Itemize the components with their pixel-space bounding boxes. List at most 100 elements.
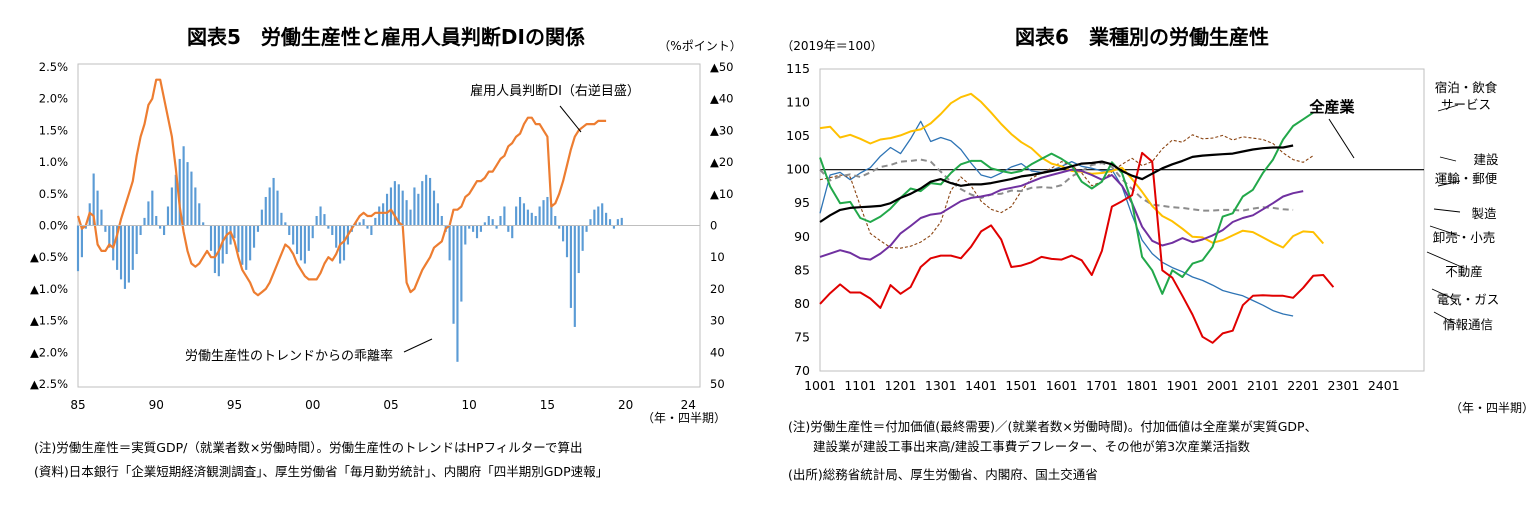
left-bar (413, 187, 416, 226)
left-bar (104, 225, 107, 232)
left-bar (593, 209, 596, 226)
left-bar (530, 212, 533, 226)
left-bar (432, 190, 436, 226)
left-bar (315, 215, 318, 226)
left-bar (573, 225, 576, 327)
left-note: (注)労働生産性＝実質GDP/（就業者数×労働時間）。労働生産性のトレンドはHP… (34, 440, 583, 455)
left-bar (585, 225, 588, 232)
left-bar (319, 206, 322, 226)
right-chart-svg: 図表6 業種別の労働生産性 （2019年＝100） 70 75 80 85 90 95 10… (781, 25, 1529, 415)
right-y-tick-label: 110 (786, 95, 810, 110)
left-bar (249, 225, 252, 261)
left-x-tick-label: 90 (149, 398, 164, 412)
left-bar (159, 225, 162, 229)
left-bar (436, 203, 439, 226)
left-bar (378, 206, 381, 226)
right-y-tick-label: ▲50 (710, 60, 733, 74)
right-y-tick-label: 115 (786, 61, 810, 76)
right-x-tick-label: 1901 (1166, 378, 1198, 393)
left-bar (162, 225, 166, 236)
left-bar (194, 187, 197, 226)
left-bar (495, 225, 498, 229)
right-x-tick-label: 1701 (1086, 378, 1118, 393)
right-chart-title: 図表6 業種別の労働生産性 (1015, 25, 1269, 49)
right-legend-leader (1433, 311, 1457, 325)
left-bar (335, 225, 338, 248)
left-di-leader (559, 105, 582, 133)
left-y-tick-label: 1.0% (39, 155, 68, 169)
left-bar (409, 209, 412, 226)
right-y-tick-label: 20 (710, 282, 725, 296)
left-bar (76, 225, 80, 272)
right-legend-label: 運輸・郵便 (1435, 171, 1498, 186)
right-x-axis: 1001 1101 1201 1301 1401 1501 1601 1701 1801 1901… (804, 378, 1400, 393)
left-bar (374, 217, 377, 226)
right-y-tick-label: 90 (794, 229, 810, 244)
left-bar (405, 200, 408, 226)
right-x-tick-label: 2401 (1368, 378, 1400, 393)
left-bar (393, 181, 396, 226)
left-bar (143, 217, 146, 226)
left-bars (76, 146, 623, 362)
left-bar (389, 187, 393, 226)
left-bar (542, 200, 545, 226)
right-y-tick-label: ▲40 (710, 92, 733, 106)
right-panel: 図表6 業種別の労働生産性 （2019年＝100） 70 75 80 85 90 95 10… (770, 0, 1529, 510)
left-bar (116, 225, 119, 270)
left-bar (331, 225, 334, 236)
left-bar (123, 225, 127, 289)
left-bar (460, 225, 463, 302)
left-bar (96, 190, 99, 226)
right-x-tick-label: 1201 (885, 378, 917, 393)
left-x-tick-label: 00 (305, 398, 320, 412)
right-legend-label: サービス (1441, 97, 1491, 112)
right-y-tick-label: ▲10 (710, 187, 733, 201)
left-bar (515, 206, 518, 226)
left-bar (307, 225, 310, 251)
left-bar (295, 225, 299, 255)
left-bar (84, 225, 87, 229)
left-bar (225, 225, 228, 255)
left-bar (401, 190, 404, 226)
right-legend-label: 製造 (1471, 206, 1497, 221)
right-x-tick-label: 2201 (1287, 378, 1319, 393)
left-bar (100, 209, 103, 226)
left-bar (233, 225, 236, 239)
right-x-axis-label: （年・四半期） (1450, 401, 1529, 415)
left-bar (417, 193, 420, 226)
right-legend-label: 宿泊・飲食 (1435, 80, 1498, 95)
left-bar (147, 201, 150, 226)
left-bar (284, 222, 287, 226)
left-y-tick-label: 2.0% (39, 92, 68, 106)
left-bar (303, 225, 306, 264)
right-x-tick-label: 2301 (1328, 378, 1360, 393)
right-legend-label: 電気・ガス (1437, 292, 1500, 307)
left-chart-svg: 図表5 労働生産性と雇用人員判断DIの関係 （%ポイント） 2.5% 2.0% 1.… (30, 25, 742, 425)
left-y-tick-label: 1.5% (39, 123, 68, 137)
left-bar (174, 174, 177, 226)
left-bar (260, 209, 263, 226)
left-bar (131, 225, 134, 270)
right-note-line2: 建設業が建設工事出来高/建設工事費デフレーター、その他が第3次産業活指数 (788, 439, 1251, 454)
right-x-tick-label: 2101 (1247, 378, 1279, 393)
left-bar (190, 171, 193, 226)
left-bar (221, 225, 224, 264)
left-y-tick-label: 2.5% (39, 60, 68, 74)
left-bar (127, 225, 130, 283)
right-note-line1: (注)労働生産性＝付加価値(最終需要)／(就業者数×労働時間)。付加価値は全産業… (788, 419, 1318, 434)
left-bar (92, 173, 95, 226)
left-bar (448, 225, 451, 261)
left-x-tick-label: 95 (227, 398, 242, 412)
left-bar (518, 196, 522, 226)
left-bar (268, 187, 271, 226)
left-bar (292, 225, 295, 245)
left-bar (577, 225, 580, 274)
right-legend-leader (1433, 208, 1461, 213)
right-y-tick-label: ▲30 (710, 123, 733, 137)
right-x-tick-label: 1401 (965, 378, 997, 393)
left-bar (464, 225, 467, 245)
left-y-tick-label: ▲1.0% (30, 282, 68, 296)
left-panel: 図表5 労働生産性と雇用人員判断DIの関係 （%ポイント） 2.5% 2.0% 1.… (0, 0, 760, 510)
left-bar (546, 196, 549, 226)
left-y-tick-label: ▲1.5% (30, 314, 68, 328)
